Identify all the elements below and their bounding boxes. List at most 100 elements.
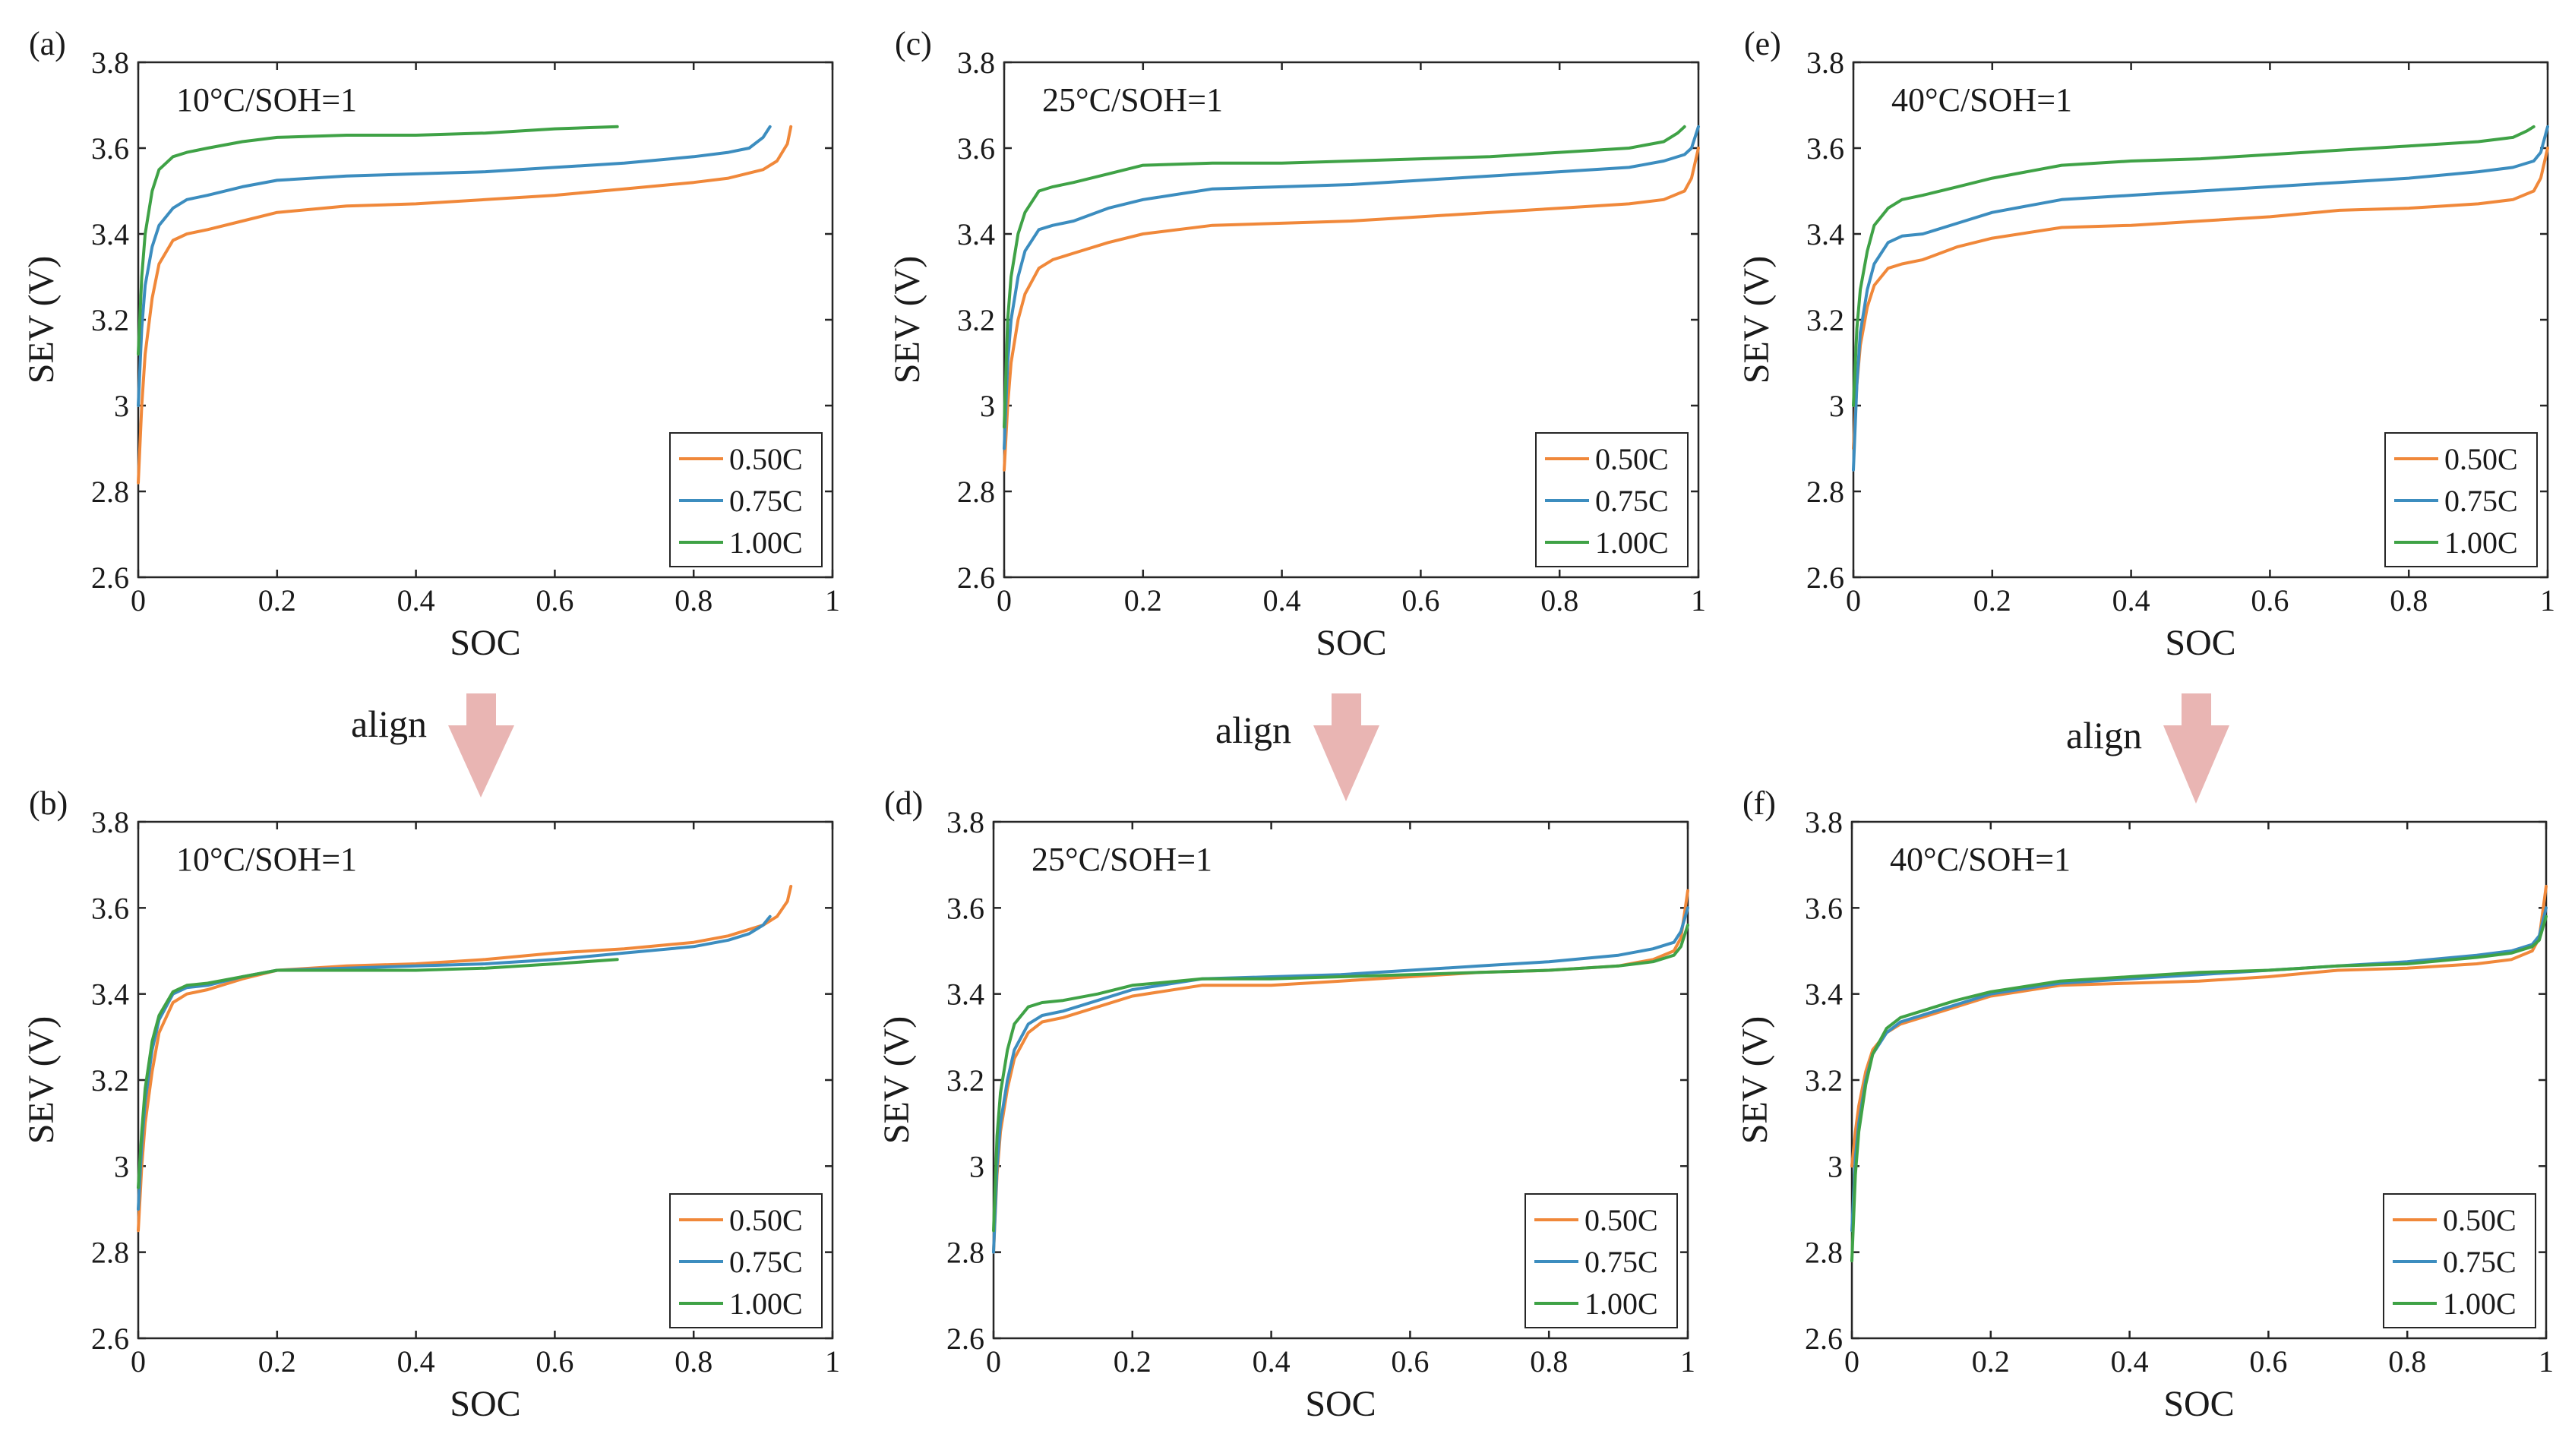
x-tick-label: 1 (825, 583, 840, 617)
y-tick-label: 2.6 (91, 1322, 129, 1356)
x-tick-label: 0.4 (2112, 583, 2150, 617)
x-axis-label: SOC (1316, 623, 1386, 663)
x-tick-label: 0.4 (2111, 1344, 2149, 1379)
legend-entry: 0.75C (2444, 484, 2518, 518)
x-tick-label: 0 (997, 583, 1012, 617)
y-tick-label: 2.6 (957, 561, 995, 595)
y-tick-label: 2.8 (91, 1236, 129, 1270)
series-line-0.75C (1850, 906, 2548, 1233)
x-tick-label: 0.8 (1530, 1344, 1568, 1379)
y-tick-label: 2.6 (1806, 561, 1844, 595)
y-tick-label: 2.8 (957, 475, 995, 509)
condition-annotation: 40°C/SOH=1 (1891, 81, 2072, 118)
y-tick-label: 3 (114, 389, 129, 423)
x-tick-label: 0.2 (1972, 1344, 2010, 1379)
series-line-1.00C (992, 924, 1689, 1233)
x-tick-label: 0 (986, 1344, 1001, 1379)
y-tick-label: 3 (1828, 1149, 1843, 1183)
x-tick-label: 0.2 (1124, 583, 1162, 617)
y-axis-label: SEV (V) (1735, 1016, 1775, 1144)
y-tick-label: 3.6 (1805, 891, 1843, 925)
y-tick-label: 3.8 (1805, 805, 1843, 839)
panel-label: (e) (1744, 25, 1781, 62)
x-tick-label: 0.4 (1263, 583, 1301, 617)
legend-entry: 0.50C (2443, 1203, 2517, 1237)
panel-a: 0 0.2 0.4 0.6 0.8 1 2.6 2.8 3 3.2 3.4 3.6 3.8 SOC SEV … (21, 25, 840, 663)
y-tick-label: 3.6 (91, 131, 129, 166)
x-axis-label: SOC (2163, 1384, 2234, 1424)
legend: 0.50C 0.75C 1.00C (1524, 1193, 1678, 1328)
condition-annotation: 25°C/SOH=1 (1042, 81, 1223, 118)
y-axis-label: SEV (V) (21, 256, 62, 384)
x-tick-label: 1 (2540, 583, 2555, 617)
y-tick-label: 3.2 (91, 1063, 129, 1098)
legend-entry: 1.00C (2444, 526, 2518, 560)
series-line-0.50C (137, 125, 793, 485)
x-tick-label: 0.6 (2249, 1344, 2287, 1379)
y-tick-label: 3.8 (91, 46, 129, 80)
series-line-1.00C (1852, 125, 2536, 407)
series-line-0.50C (1003, 147, 1700, 472)
x-tick-label: 0.2 (1114, 1344, 1152, 1379)
y-tick-label: 2.8 (1805, 1236, 1843, 1270)
x-tick-label: 0 (131, 583, 146, 617)
series-line-0.50C (1850, 885, 2548, 1168)
legend-entry: 0.50C (729, 1203, 803, 1237)
legend: 0.50C 0.75C 1.00C (669, 432, 823, 567)
y-tick-label: 3.2 (946, 1063, 984, 1098)
y-axis-label: SEV (V) (877, 1016, 917, 1144)
x-axis-label: SOC (450, 1384, 520, 1424)
series-line-1.00C (1003, 125, 1686, 429)
align-arrow-2: align (1215, 693, 1379, 801)
x-axis-label: SOC (450, 623, 520, 663)
condition-annotation: 40°C/SOH=1 (1890, 841, 2071, 878)
series-line-0.75C (1852, 125, 2549, 472)
y-tick-label: 2.6 (1805, 1322, 1843, 1356)
x-tick-label: 0 (1844, 1344, 1859, 1379)
series-line-1.00C (1850, 914, 2548, 1262)
x-tick-label: 1 (1691, 583, 1706, 617)
series-line-0.75C (1003, 125, 1700, 450)
y-tick-label: 3.8 (946, 805, 984, 839)
x-tick-label: 1 (2539, 1344, 2554, 1379)
y-tick-label: 3.2 (1805, 1063, 1843, 1098)
x-tick-label: 0.8 (1540, 583, 1578, 617)
y-tick-label: 3.4 (946, 978, 984, 1012)
legend-entry: 0.50C (1595, 442, 1669, 476)
legend-entry: 1.00C (1584, 1287, 1658, 1321)
panel-label: (c) (895, 25, 932, 62)
y-tick-label: 3.8 (957, 46, 995, 80)
legend: 0.50C 0.75C 1.00C (1535, 432, 1689, 567)
panel-b: 0 0.2 0.4 0.6 0.8 1 2.6 2.8 3 3.2 3.4 3.6 3.8 SOC SEV … (21, 785, 840, 1424)
condition-annotation: 10°C/SOH=1 (176, 81, 357, 118)
panel-f: 0 0.2 0.4 0.6 0.8 1 2.6 2.8 3 3.2 3.4 3.6 3.8 SOC SEV … (1735, 785, 2554, 1424)
y-tick-label: 3.4 (1806, 217, 1844, 251)
legend-entry: 0.50C (2444, 442, 2518, 476)
y-tick-label: 3.2 (957, 303, 995, 337)
x-tick-label: 0.8 (675, 583, 712, 617)
x-tick-label: 1 (825, 1344, 840, 1379)
legend-entry: 0.50C (729, 442, 803, 476)
y-tick-label: 3.6 (91, 891, 129, 925)
series-line-0.75C (137, 125, 772, 407)
y-tick-label: 3 (114, 1149, 129, 1183)
legend-entry: 1.00C (729, 1287, 803, 1321)
legend: 0.50C 0.75C 1.00C (2384, 432, 2538, 567)
x-tick-label: 0.2 (258, 1344, 296, 1379)
panel-label: (b) (29, 785, 68, 822)
x-tick-label: 0 (131, 1344, 146, 1379)
y-tick-label: 3.6 (1806, 131, 1844, 166)
panel-d: 0 0.2 0.4 0.6 0.8 1 2.6 2.8 3 3.2 3.4 3.6 3.8 SOC SEV … (877, 785, 1695, 1424)
legend-entry: 0.75C (1584, 1245, 1658, 1279)
legend-entry: 0.75C (729, 1245, 803, 1279)
panel-label: (f) (1742, 785, 1776, 822)
series-line-1.00C (137, 958, 619, 1189)
legend: 0.50C 0.75C 1.00C (669, 1193, 823, 1328)
legend-entry: 1.00C (2443, 1287, 2517, 1321)
legend-box (669, 432, 823, 567)
y-tick-label: 2.6 (91, 561, 129, 595)
x-tick-label: 0.6 (1391, 1344, 1429, 1379)
y-tick-label: 3.4 (1805, 978, 1843, 1012)
align-arrow-1: align (351, 693, 514, 797)
